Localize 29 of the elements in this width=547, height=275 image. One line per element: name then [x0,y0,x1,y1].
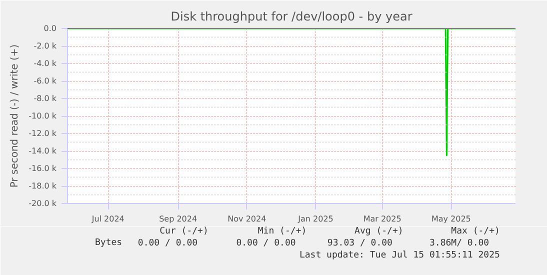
text: Last update: Tue Jul 15 01:55:11 2025 [299,250,500,260]
text: 93.03 / 0.00 [327,238,392,248]
text: 3.86M/ 0.00 [430,238,490,248]
y-tick-label: -4.0 k [34,59,57,68]
x-tick-label: Nov 2024 [228,214,266,224]
y-tick-label: -6.0 k [34,76,57,86]
y-tick-label: -2.0 k [34,42,57,50]
x-tick-label: May 2025 [431,214,471,224]
text: 0.00 / 0.00 [138,238,198,248]
y-tick-label: -12.0 k [28,129,57,138]
y-axis-title: Pr second read (-) / write (+) [10,44,21,188]
y-tick-label: -14.0 k [28,146,57,156]
y-tick-label: 0.0 [44,24,57,33]
x-tick-label: Sep 2024 [159,214,198,224]
y-tick-label: -8.0 k [34,94,57,103]
text: Min (-/+) [258,226,307,236]
x-tick-label: Mar 2025 [363,214,402,224]
y-tick-label: -20.0 k [28,199,57,208]
text: Avg (-/+) [354,226,404,236]
y-tick-label: -18.0 k [28,182,57,190]
y-tick-label: -16.0 k [28,164,57,173]
x-tick-label: Jan 2025 [297,214,334,224]
chart-title: Disk throughput for /dev/loop0 - by year [170,10,412,24]
text: Cur (-/+) [160,226,208,236]
x-tick-label: Jul 2024 [90,214,124,224]
y-tick-label: -10.0 k [28,112,57,120]
text: 0.00 / 0.00 [236,238,296,248]
text: Max (-/+) [451,226,500,236]
text: Bytes [95,238,122,248]
